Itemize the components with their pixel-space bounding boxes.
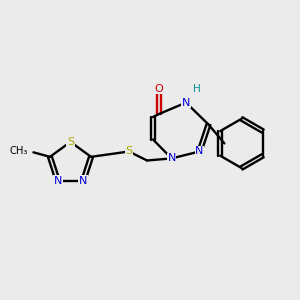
- Text: N: N: [182, 98, 190, 108]
- Text: S: S: [125, 146, 133, 157]
- Text: O: O: [154, 83, 164, 94]
- Text: N: N: [195, 146, 204, 157]
- Text: N: N: [79, 176, 87, 186]
- Text: CH₃: CH₃: [10, 146, 28, 156]
- Text: H: H: [193, 84, 200, 94]
- Text: N: N: [54, 176, 62, 186]
- Text: N: N: [167, 153, 176, 164]
- Text: S: S: [67, 137, 74, 147]
